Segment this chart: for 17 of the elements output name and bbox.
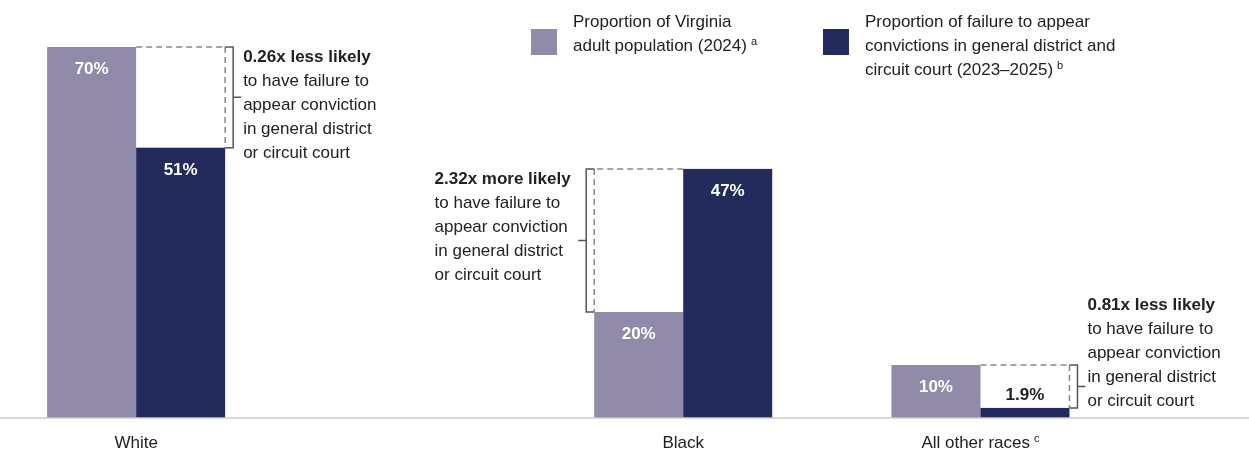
data-label: 10% [918,377,953,396]
legend-label: Proportion of Virginia adult population (2024) $^{a}$ [573,12,758,55]
x-tick-label: Black [662,433,705,452]
data-label: 47% [710,180,745,200]
annotation: 0.26x less likely to have failure to appear conviction in general district or circuit court [243,47,377,162]
data-label: 20% [621,324,656,343]
legend-label: Proportion of failure to appear convictions in general district and circuit court (2023–2025) $^{b}$ [865,12,1116,79]
annotation: 0.81x less likely to have failure to appear conviction in general district or circuit court [1087,295,1221,410]
bar [891,365,981,418]
x-tick-label: All other races $^{c}$ [921,432,1041,452]
data-label: 1.9% [1005,384,1045,404]
x-tick-label: White [114,433,158,452]
bar [47,47,137,418]
annotation: 2.32x more likely to have failure to appear conviction in general district or circuit court [434,168,572,284]
data-label: 51% [163,159,198,179]
bar [136,147,226,418]
data-label: 70% [74,59,109,78]
